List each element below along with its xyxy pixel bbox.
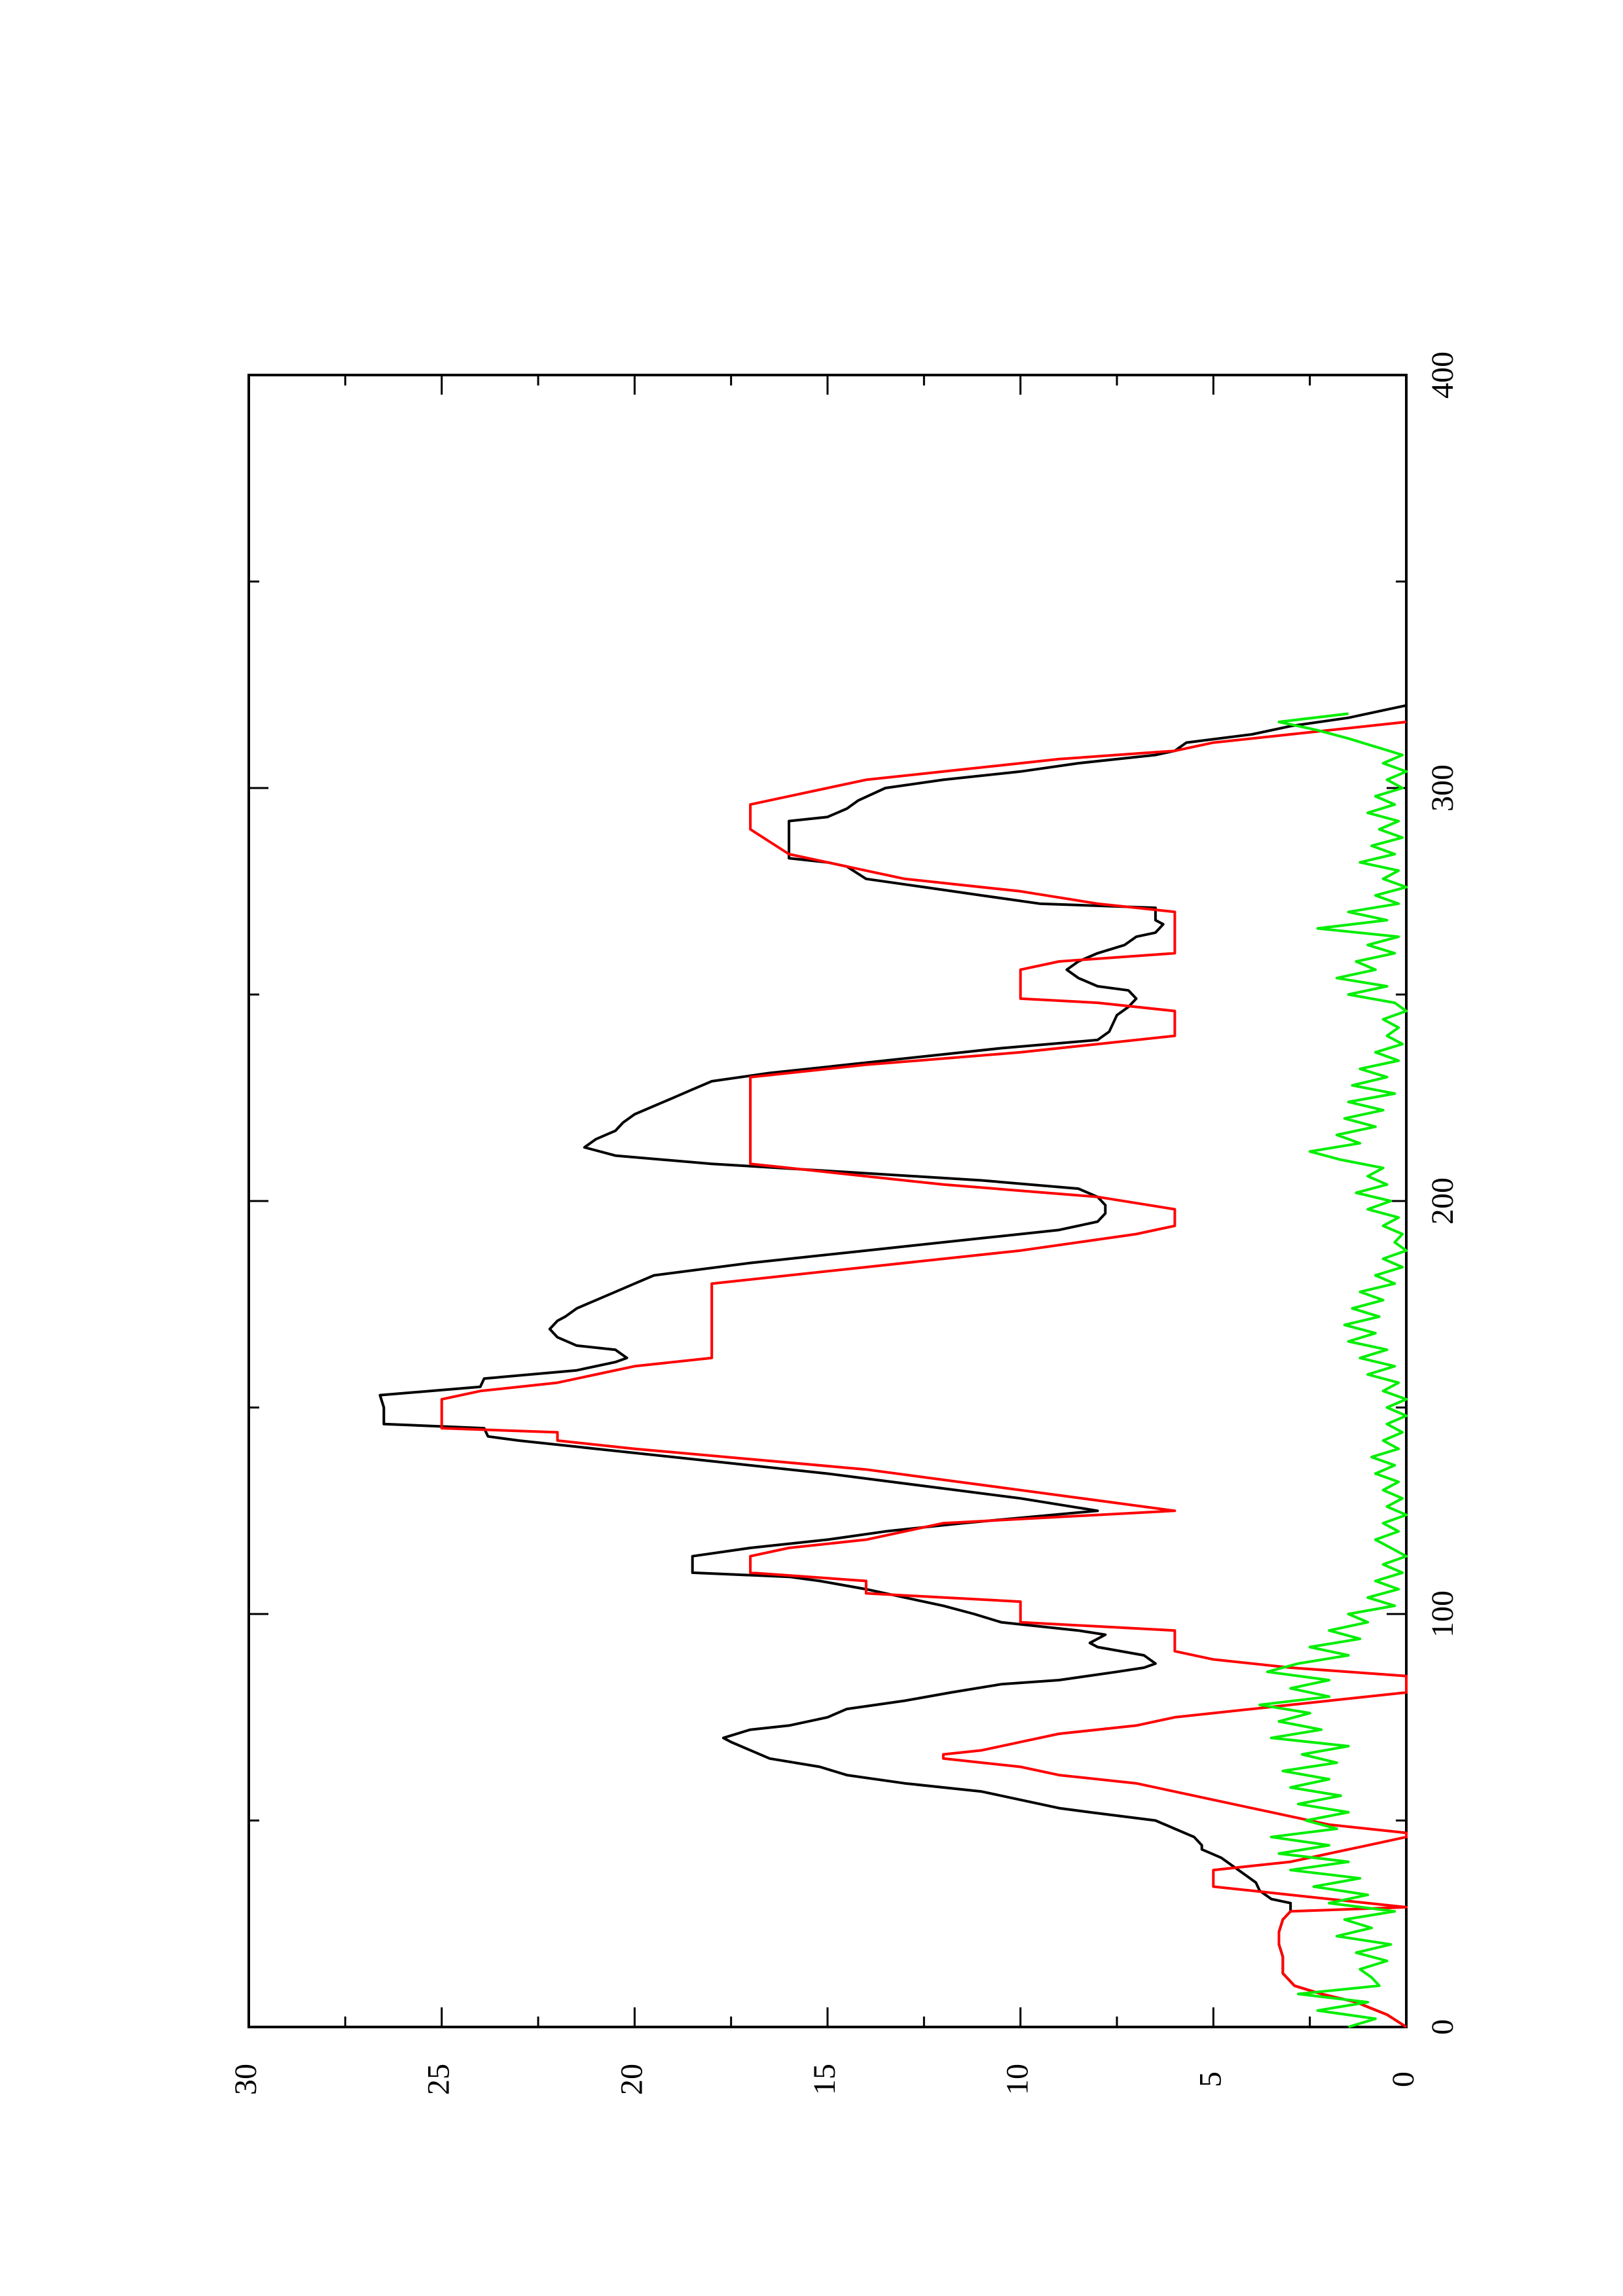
x-tick-label: 300 bbox=[1425, 764, 1460, 812]
y-tick-label: 10 bbox=[1000, 2064, 1035, 2095]
x-tick-label: 400 bbox=[1425, 351, 1460, 399]
y-tick-label: 20 bbox=[614, 2064, 649, 2095]
tick-marks bbox=[247, 374, 1408, 2028]
series-lines bbox=[378, 704, 1408, 2028]
tick-labels: 0 100 200 300 400 0 5 10 15 20 25 30 bbox=[228, 351, 1460, 2095]
x-tick-label: 200 bbox=[1425, 1177, 1460, 1225]
series-green-line bbox=[1258, 712, 1408, 2028]
y-tick-label: 5 bbox=[1193, 2072, 1228, 2087]
x-tick-label: 100 bbox=[1425, 1590, 1460, 1638]
y-tick-label: 30 bbox=[228, 2064, 263, 2095]
plot-frame bbox=[247, 374, 1408, 2028]
x-tick-label: 0 bbox=[1425, 2019, 1460, 2035]
y-tick-label: 15 bbox=[807, 2064, 842, 2095]
y-tick-label: 25 bbox=[422, 2064, 456, 2095]
y-tick-label: 0 bbox=[1386, 2072, 1421, 2087]
series-red-line bbox=[440, 721, 1408, 2028]
series-black-line bbox=[378, 704, 1408, 2028]
